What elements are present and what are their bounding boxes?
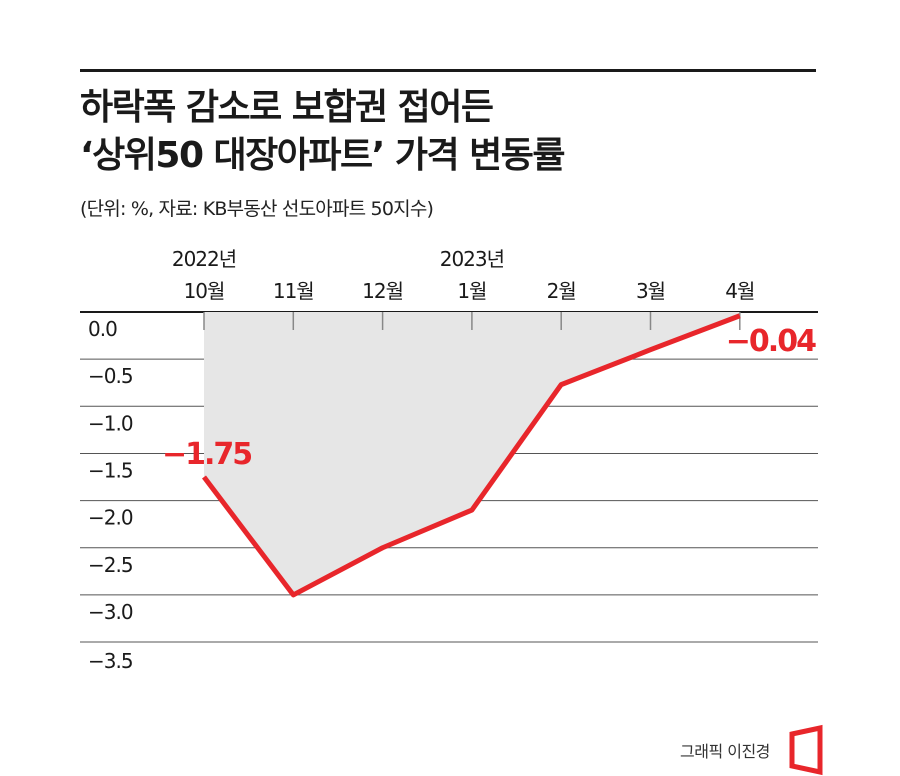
- data-label: −0.04: [726, 324, 816, 359]
- y-axis-labels: 0.0 −0.5 −1.0 −1.5 −2.0 −2.5 −3.0 −3.5: [88, 317, 134, 673]
- x-tick-label: 4월: [725, 279, 754, 303]
- y-tick-label: −2.0: [88, 506, 133, 530]
- title-line-2: ‘상위50 대장아파트’ 가격 변동률: [80, 135, 566, 176]
- x-tick-label: 10월: [184, 279, 225, 303]
- x-axis-labels: 10월 11월 12월 1월 2월 3월 4월 2022년 2023년: [172, 247, 756, 303]
- y-tick-label: −3.5: [88, 649, 133, 673]
- y-tick-label: −0.5: [88, 364, 133, 388]
- y-tick-label: −2.5: [88, 553, 133, 577]
- y-tick-label: 0.0: [88, 317, 117, 341]
- x-tick-label: 2월: [547, 279, 576, 303]
- graphic-credit: 그래픽 이진경: [680, 742, 770, 761]
- title-line-1: 하락폭 감소로 보합권 접어든: [80, 87, 494, 128]
- data-labels: −1.75 −0.04: [162, 324, 818, 472]
- x-tick-label: 3월: [636, 279, 665, 303]
- y-tick-label: −1.5: [88, 458, 133, 482]
- top-rule: [80, 69, 816, 72]
- x-axis-ticks: [203, 312, 741, 330]
- y-tick-label: −1.0: [88, 411, 133, 435]
- area-fill: [204, 312, 740, 595]
- year-label: 2023년: [440, 247, 504, 271]
- x-tick-label: 1월: [457, 279, 486, 303]
- x-tick-label: 11월: [273, 279, 314, 303]
- shaded-area: [204, 312, 740, 595]
- year-label: 2022년: [172, 247, 236, 271]
- chart-subtitle: (단위: %, 자료: KB부동산 선도아파트 50지수): [80, 198, 434, 220]
- chart-title: 하락폭 감소로 보합권 접어든 ‘상위50 대장아파트’ 가격 변동률: [80, 84, 566, 180]
- x-tick-label: 12월: [362, 279, 403, 303]
- data-series: [202, 313, 741, 598]
- data-label: −1.75: [162, 437, 251, 472]
- y-tick-label: −3.0: [88, 600, 133, 624]
